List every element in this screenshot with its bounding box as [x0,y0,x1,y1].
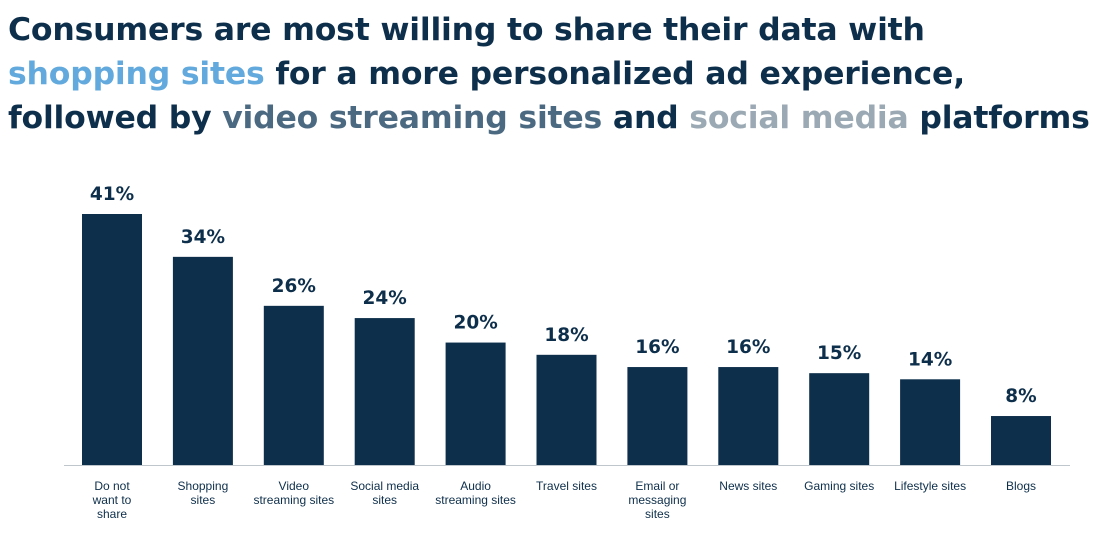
bar-2 [263,305,324,465]
title-line-2-text: for a more personalized ad experience, [264,56,965,92]
title-line-3-end: platforms [908,100,1090,136]
value-label-0: 41% [90,184,134,205]
title-highlight-shopping: shopping sites [8,56,265,92]
category-label-9: Lifestyle sites [894,479,966,493]
category-label-0: Do not want to share [92,479,132,521]
title-line-3-mid: and [602,100,690,136]
value-label-7: 16% [726,337,770,358]
title-line-3-start: followed by [8,100,223,136]
title-line-3: followed by video streaming sites and so… [8,96,1113,140]
category-label-7: News sites [719,479,777,493]
value-label-5: 18% [544,325,588,346]
title-line-2: shopping sites for a more personalized a… [8,52,1113,96]
value-label-8: 15% [817,343,861,364]
bar-8 [809,373,870,465]
category-label-8: Gaming sites [804,479,874,493]
title-highlight-social: social media [689,100,909,136]
category-label-4: Audio streaming sites [435,479,516,507]
value-label-2: 26% [272,276,316,297]
bar-4 [445,342,506,465]
bar-0 [82,214,142,465]
value-label-9: 14% [908,349,952,370]
bar-10 [991,416,1051,465]
category-label-6: Email or messaging sites [628,479,686,521]
bar-9 [900,379,961,465]
value-label-4: 20% [453,313,497,334]
value-label-1: 34% [181,227,225,248]
bar-3 [354,318,415,465]
value-label-3: 24% [363,288,407,309]
chart-title: Consumers are most willing to share thei… [8,8,1113,140]
title-line-1: Consumers are most willing to share thei… [8,8,1113,52]
value-label-6: 16% [635,337,679,358]
value-label-10: 8% [1005,386,1036,407]
category-label-5: Travel sites [536,479,597,493]
title-line-1-text: Consumers are most willing to share thei… [8,12,925,48]
title-highlight-video: video streaming sites [222,100,603,136]
bar-6 [627,367,688,465]
category-label-2: Video streaming sites [253,479,334,507]
category-label-3: Social media sites [350,479,419,507]
bar-5 [536,354,597,465]
bar-7 [718,367,779,465]
category-label-10: Blogs [1006,479,1036,493]
bar-1 [172,256,233,465]
category-label-1: Shopping sites [178,479,229,507]
